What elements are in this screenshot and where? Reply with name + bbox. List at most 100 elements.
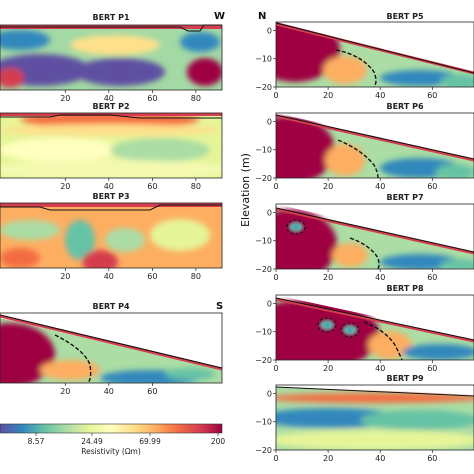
panel-2-marks: BERT P2 20 40 60 80 xyxy=(60,102,201,191)
y-tick-label: 0 xyxy=(267,117,272,126)
panel-title: BERT P9 xyxy=(386,374,423,383)
x-tick-label: 40 xyxy=(375,182,385,191)
y-tick-label: −20 xyxy=(255,174,272,183)
y-tick-label: −10 xyxy=(255,146,272,155)
colorbar-bar xyxy=(0,423,223,434)
p9-heatmap xyxy=(276,385,474,450)
y-tick-label: −10 xyxy=(255,418,272,427)
x-tick-label: 40 xyxy=(104,387,114,396)
panel-6-marks: BERT P6 0 20 40 60 0 −10 −20 xyxy=(255,102,437,191)
panel-title: BERT P6 xyxy=(386,102,423,111)
y-tick-label: −20 xyxy=(255,356,272,365)
panel-p1 xyxy=(0,24,223,91)
panel-5-marks: BERT P5 0 20 40 60 0 −10 −20 xyxy=(255,12,437,100)
x-tick-label: 40 xyxy=(375,91,385,100)
corner-label-s: S xyxy=(216,301,223,312)
p6-heatmap xyxy=(276,113,474,178)
colorbar-ticks: 8.57 24.49 69.99 200 xyxy=(28,433,226,446)
panel-title: BERT P1 xyxy=(92,13,129,22)
colorbar-tick-label: 69.99 xyxy=(139,437,161,446)
x-tick-label: 0 xyxy=(273,364,278,373)
x-tick-label: 80 xyxy=(191,182,201,191)
panel-title: BERT P7 xyxy=(386,193,423,202)
x-tick-label: 40 xyxy=(375,364,385,373)
panel-title: BERT P3 xyxy=(92,192,129,201)
y-tick-label: 0 xyxy=(267,299,272,308)
x-tick-label: 0 xyxy=(273,182,278,191)
panel-p4 xyxy=(0,312,223,384)
y-tick-label: −20 xyxy=(255,83,272,92)
x-tick-label: 20 xyxy=(323,182,333,191)
x-tick-label: 80 xyxy=(191,272,201,281)
x-tick-label: 80 xyxy=(191,94,201,103)
x-tick-label: 20 xyxy=(60,272,70,281)
p5-heatmap xyxy=(276,22,474,87)
panel-title: BERT P2 xyxy=(92,102,129,111)
p7-heatmap xyxy=(276,204,474,269)
colorbar: 8.57 24.49 69.99 200 Resistivity (Ωm) xyxy=(0,423,226,456)
y-tick-label: 0 xyxy=(267,26,272,35)
p1-heatmap xyxy=(0,25,222,90)
panel-9-marks: BERT P9 0 20 40 60 0 −10 −20 xyxy=(255,374,437,463)
panel-title: BERT P5 xyxy=(386,12,423,21)
p8-heatmap xyxy=(276,295,474,360)
panel-marks: BERT P1 20 40 60 80 BERT P2 20 40 60 80 BERT P3 20 4… xyxy=(60,12,437,463)
x-tick-label: 60 xyxy=(427,273,437,282)
corner-label-w: W xyxy=(214,11,225,22)
x-tick-label: 60 xyxy=(147,387,157,396)
y-tick-label: −20 xyxy=(255,446,272,455)
y-tick-label: −20 xyxy=(255,265,272,274)
x-tick-label: 20 xyxy=(60,182,70,191)
panel-7-marks: BERT P7 0 20 40 60 0 −10 −20 xyxy=(255,193,437,282)
x-tick-label: 20 xyxy=(323,273,333,282)
panel-p5 xyxy=(275,21,474,88)
x-tick-label: 40 xyxy=(104,272,114,281)
x-tick-label: 60 xyxy=(147,182,157,191)
x-tick-label: 20 xyxy=(323,454,333,463)
x-tick-label: 20 xyxy=(60,94,70,103)
x-tick-label: 60 xyxy=(427,364,437,373)
y-tick-label: −10 xyxy=(255,237,272,246)
panel-1-marks: BERT P1 20 40 60 80 xyxy=(60,13,201,103)
x-tick-label: 20 xyxy=(323,364,333,373)
x-tick-label: 40 xyxy=(104,182,114,191)
panel-p7 xyxy=(275,203,474,270)
panel-p8 xyxy=(275,294,474,361)
y-tick-label: 0 xyxy=(267,208,272,217)
y-tick-label: −10 xyxy=(255,55,272,64)
p2-heatmap xyxy=(0,113,222,178)
y-tick-label: −10 xyxy=(255,328,272,337)
p3-heatmap xyxy=(0,203,222,268)
x-tick-label: 0 xyxy=(273,454,278,463)
colorbar-tick-label: 200 xyxy=(211,437,226,446)
x-tick-label: 60 xyxy=(427,454,437,463)
panel-8-marks: BERT P8 0 20 40 60 0 −10 −20 xyxy=(255,284,437,373)
x-tick-label: 0 xyxy=(273,273,278,282)
x-tick-label: 60 xyxy=(427,91,437,100)
x-tick-label: 60 xyxy=(147,94,157,103)
colorbar-label: Resistivity (Ωm) xyxy=(81,447,141,456)
y-axis-label: Elevation (m) xyxy=(239,153,252,227)
panel-p3 xyxy=(0,202,223,269)
panel-title: BERT P4 xyxy=(92,302,129,311)
panel-p2 xyxy=(0,112,223,179)
panel-p9 xyxy=(275,384,474,451)
panel-4-marks: BERT P4 20 40 60 xyxy=(60,302,157,396)
panel-3-marks: BERT P3 20 40 60 80 xyxy=(60,192,201,281)
x-tick-label: 20 xyxy=(60,387,70,396)
x-tick-label: 40 xyxy=(375,273,385,282)
y-tick-label: 0 xyxy=(267,389,272,398)
x-tick-label: 40 xyxy=(104,94,114,103)
panel-p6 xyxy=(275,112,474,179)
x-tick-label: 60 xyxy=(147,272,157,281)
colorbar-tick-label: 8.57 xyxy=(28,437,45,446)
x-tick-label: 60 xyxy=(427,182,437,191)
x-tick-label: 20 xyxy=(323,91,333,100)
corner-label-n: N xyxy=(258,11,266,22)
colorbar-tick-label: 24.49 xyxy=(81,437,103,446)
p4-heatmap xyxy=(0,313,222,383)
x-tick-label: 40 xyxy=(375,454,385,463)
x-tick-label: 0 xyxy=(273,91,278,100)
panel-title: BERT P8 xyxy=(386,284,423,293)
